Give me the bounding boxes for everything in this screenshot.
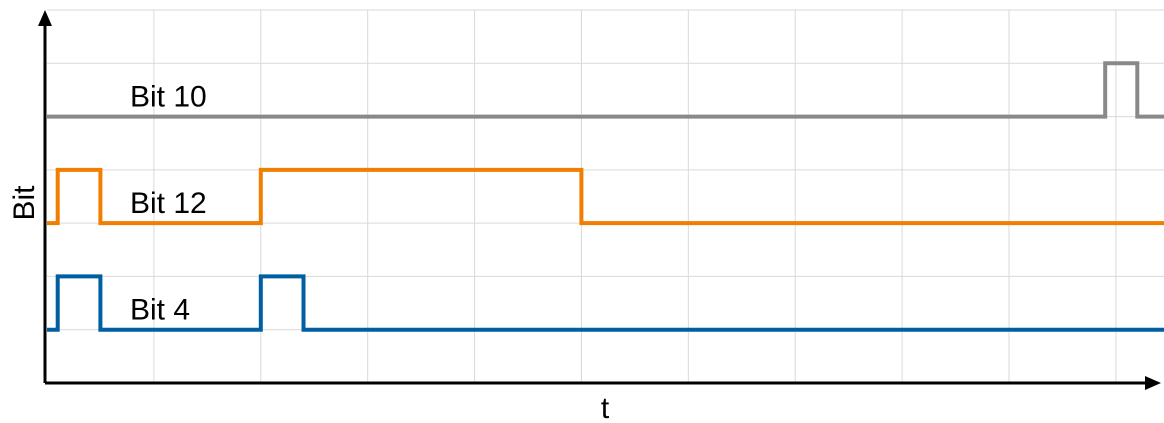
- signals: [47, 61, 1164, 332]
- series-line-bit-10: [47, 61, 1164, 119]
- series-line-bit-12: [47, 167, 1164, 226]
- series-label-bit-4: Bit 4: [130, 294, 190, 327]
- x-axis-arrow: [1145, 376, 1161, 390]
- axes: [38, 10, 1161, 390]
- series-label-bit-10: Bit 10: [130, 81, 207, 114]
- x-axis-label: t: [601, 392, 610, 423]
- y-axis-label: Bit: [8, 185, 41, 221]
- series-label-bit-12: Bit 12: [130, 187, 207, 220]
- series-line-bit-4: [47, 274, 1164, 332]
- grid: [47, 9, 1164, 383]
- series-labels: Bit 10 Bit 12 Bit 4: [130, 81, 207, 327]
- y-axis-arrow: [38, 10, 52, 26]
